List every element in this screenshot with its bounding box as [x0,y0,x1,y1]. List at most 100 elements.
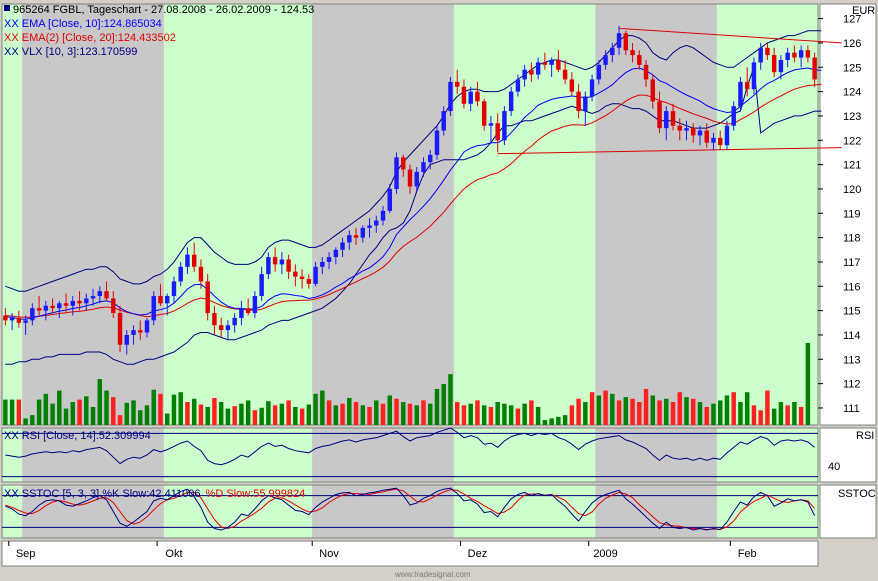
candle [97,286,103,304]
candle-body [232,317,237,326]
candle-body [704,130,709,143]
volume-bar [616,400,622,425]
volume-bar [428,403,433,425]
volume-bar [158,393,163,425]
candle [279,252,285,275]
price-tick-label: 119 [843,208,861,220]
candle-body [212,313,217,326]
chart-title: 965264 FGBL, Tageschart - 27.08.2008 - 2… [13,4,314,16]
volume-bar [16,399,22,425]
candle [131,325,136,345]
volume-bar [758,410,763,425]
candle [266,252,271,279]
volume-bar [623,397,629,425]
candle [218,317,224,338]
volume-bar [117,415,123,425]
price-axis: 111 112 113 114 115 116 117 118 119 120 121 122 123 1… [818,14,861,415]
candle-body [306,278,312,284]
volume-bar [589,392,595,425]
price-tick-label: 124 [843,87,861,99]
candle [556,50,561,73]
candle-body [583,96,588,112]
shade-band [312,485,454,538]
candle [63,293,69,314]
volume-bar [164,413,170,425]
price-tick-label: 115 [843,306,861,318]
volume-bar [522,403,527,425]
stoc-k-legend: XX SSTOC [5, 3, 3] %K Slow:42.411006 [4,488,200,500]
candle-body [481,101,487,126]
volume-bar [84,396,89,425]
candle-body [623,33,629,51]
candle-body [421,162,426,172]
candle [461,79,467,109]
candle-body [279,259,285,265]
volume-bar [198,404,204,425]
volume-bar [104,390,109,425]
volume-bar [252,410,258,425]
volume-bar [448,374,453,425]
candle [643,59,649,87]
volume-bar [724,395,730,425]
candle [77,291,82,311]
candle [583,91,588,126]
candle [232,313,237,333]
candle-body [717,137,723,146]
volume-bar [751,405,757,425]
candle-body [502,111,507,141]
candle-body [84,298,89,304]
candle-body [792,52,797,58]
shade-band [453,485,596,538]
volume-bar [778,402,784,425]
candle [704,123,709,148]
candle [299,269,305,289]
volume-bar [70,402,76,425]
candle [9,313,15,331]
candle-body [535,62,541,75]
candle [320,257,325,275]
candle-body [610,47,615,56]
candle-body [468,91,473,104]
candle [623,30,629,56]
candle [3,308,8,326]
candle-body [97,291,103,297]
candle [286,254,291,279]
candle [185,247,190,275]
candle-body [414,171,419,187]
month-label: 2009 [593,548,617,560]
candle [691,123,696,143]
candle [198,259,204,289]
candle-body [70,300,76,306]
trendline [619,27,842,44]
candle [30,303,35,326]
candle [421,157,426,177]
candle-body [266,257,271,275]
volume-bar [266,401,271,425]
stoc-legend: XX SSTOC [5, 3, 3] %K Slow:42.411006 %D … [4,488,305,500]
volume-bar [151,389,156,425]
volume-bar [488,406,494,425]
volume-bar [90,406,96,425]
candle [43,300,49,321]
candle-body [542,62,548,65]
candle [738,77,743,112]
candle [792,45,797,63]
candle [481,98,487,131]
shade-band [595,4,717,425]
month-label: Nov [319,548,339,560]
candle-body [407,169,413,187]
volume-bar [407,403,413,425]
candle-body [576,91,581,112]
volume-bar [569,405,575,425]
candle [158,283,163,306]
volume-bar [717,400,723,425]
price-tick-label: 114 [843,330,861,342]
candle-body [374,220,379,226]
candle-body [326,257,332,262]
candle-body [670,111,676,126]
volume-bar [664,398,669,425]
ema20-line [5,83,822,318]
volume-bar [111,397,116,425]
shade-band [2,485,23,538]
